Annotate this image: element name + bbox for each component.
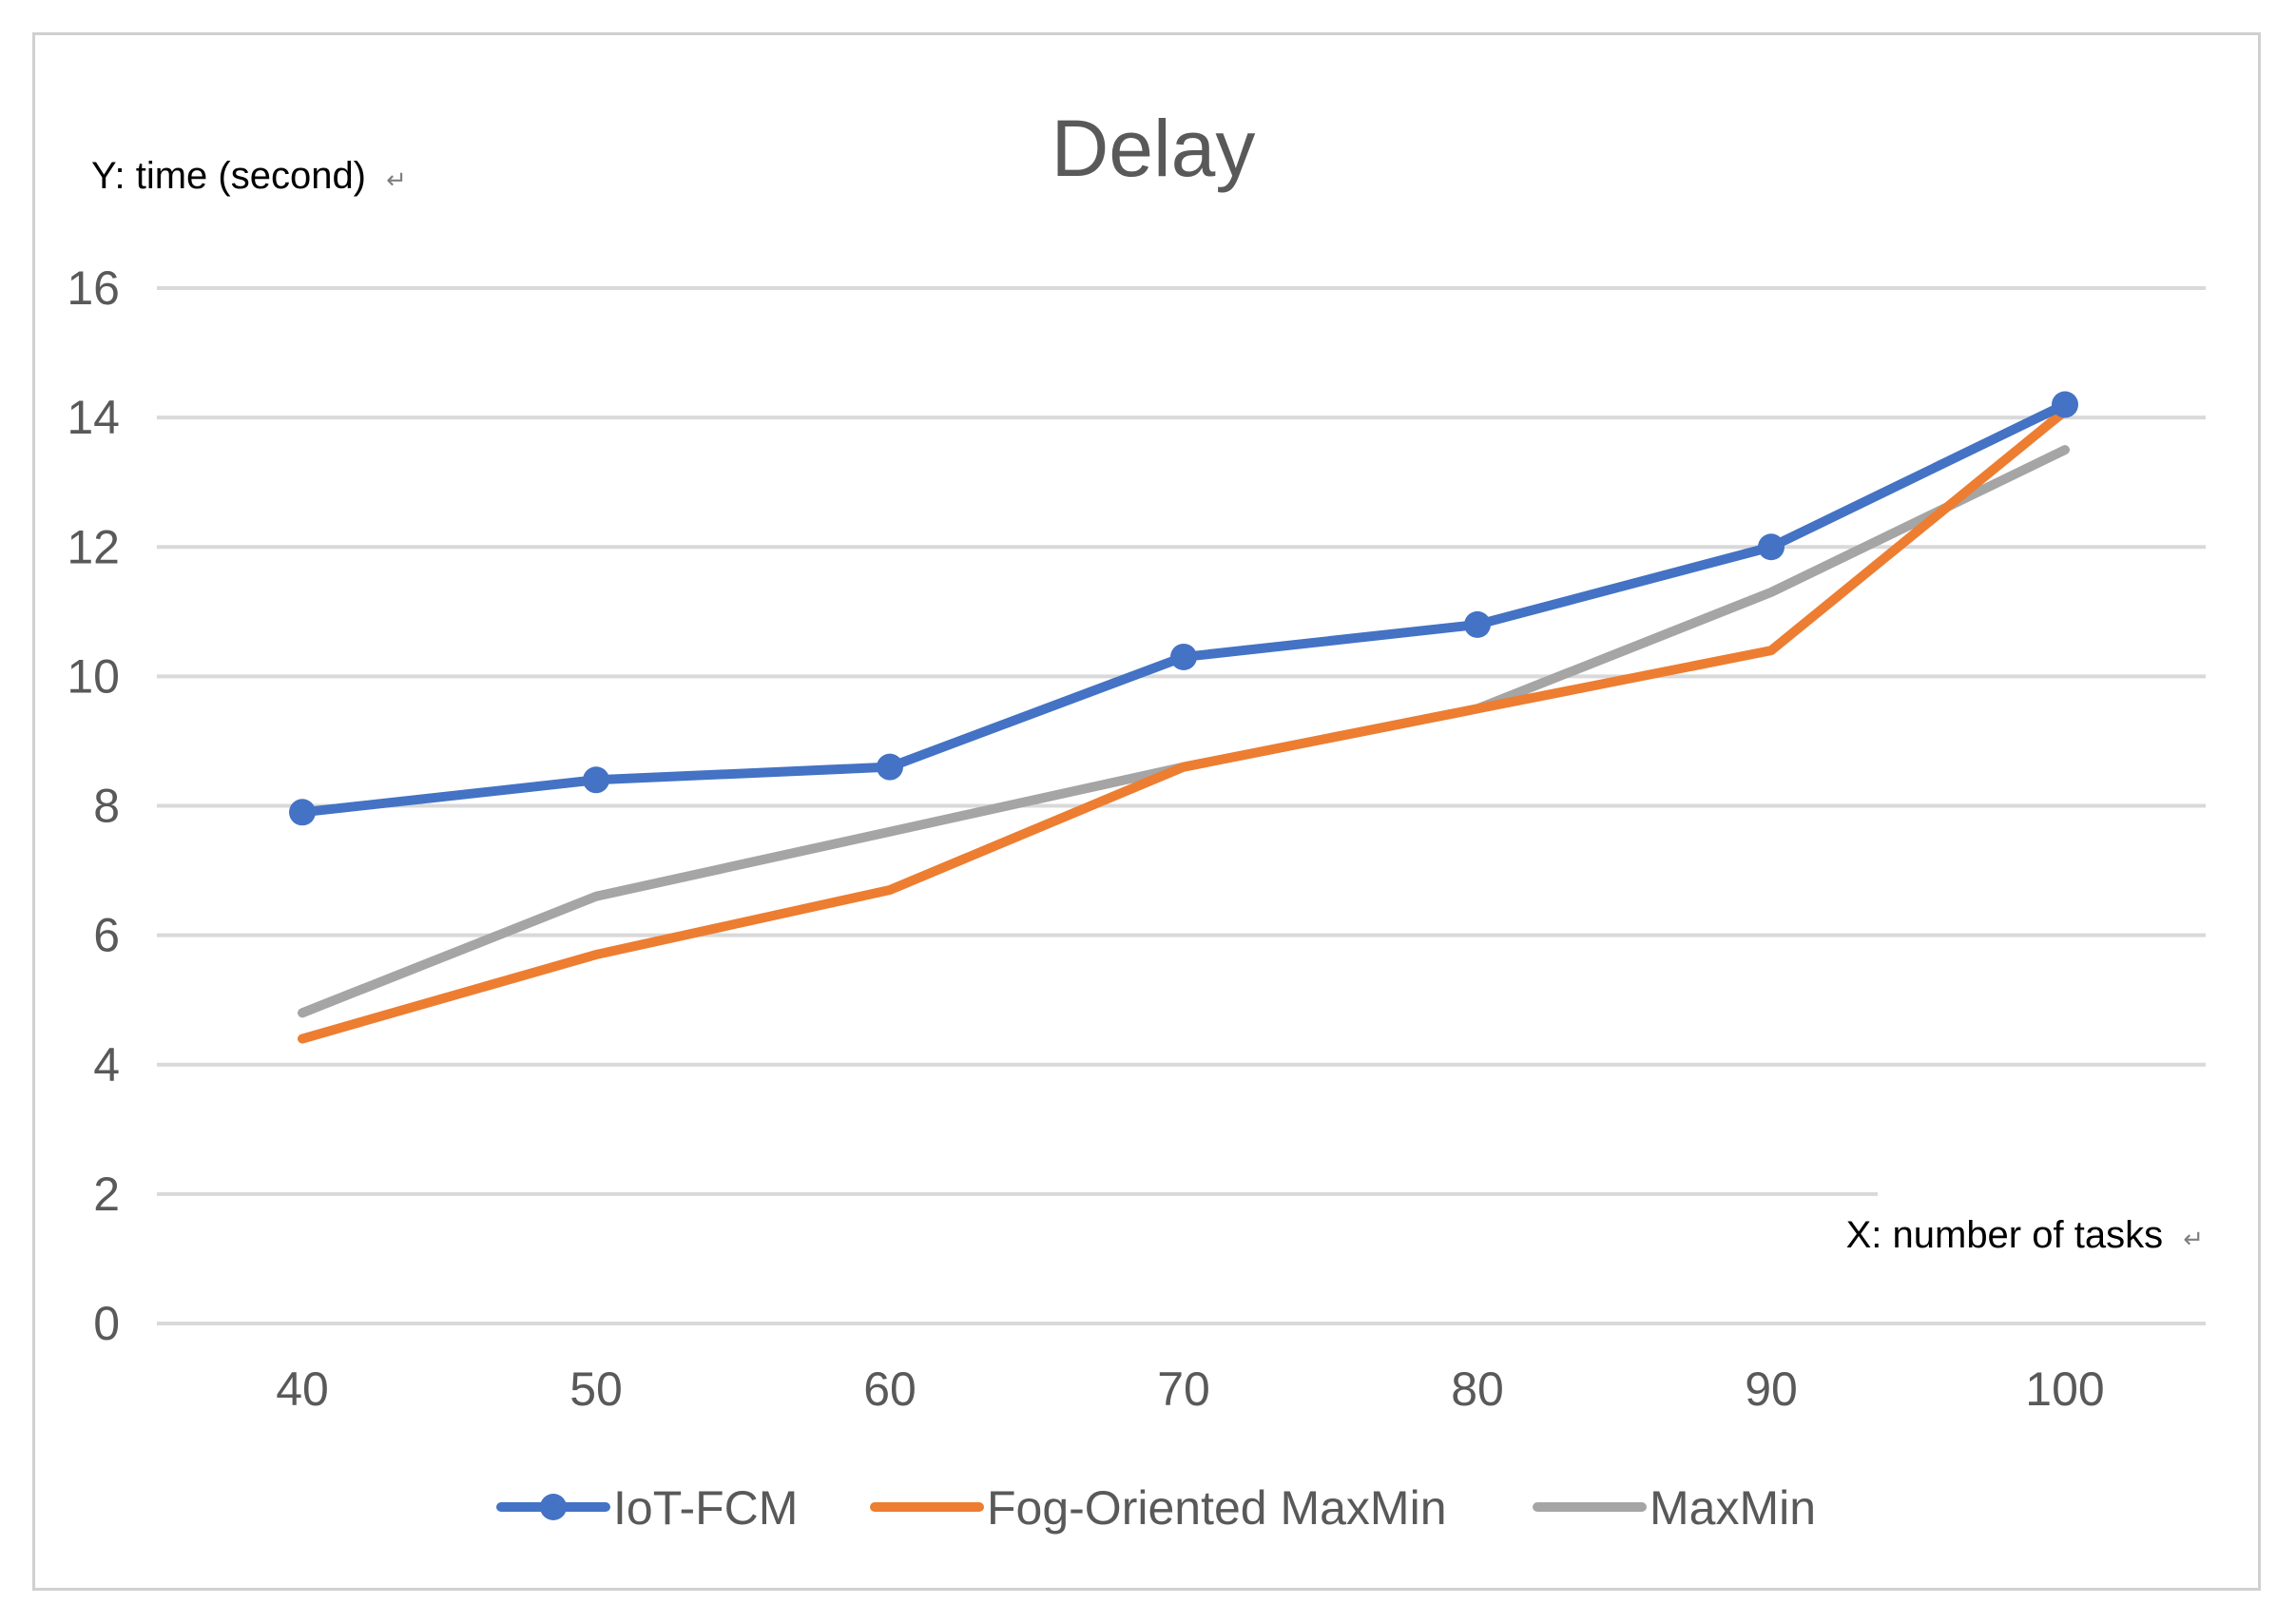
legend-label: Fog-Oriented MaxMin xyxy=(987,1481,1447,1535)
y-tick-label: 2 xyxy=(93,1168,120,1221)
y-tick-label: 0 xyxy=(93,1297,120,1350)
data-point xyxy=(2052,391,2078,418)
chart-frame xyxy=(32,32,2261,1591)
y-tick-label: 14 xyxy=(67,391,120,444)
legend-marker xyxy=(540,1494,567,1520)
y-axis-label-mark: ↵ xyxy=(386,165,407,194)
y-tick-label: 4 xyxy=(93,1038,120,1092)
x-axis-label-mark: ↵ xyxy=(2183,1225,2204,1253)
y-axis-label-text: Y: time (second) xyxy=(91,155,366,197)
series-line-iot-fcm xyxy=(298,399,2070,818)
y-axis-label: Y: time (second) ↵ xyxy=(91,155,407,197)
data-point xyxy=(289,799,316,826)
x-tick-label: 90 xyxy=(1745,1362,1798,1416)
x-tick-label: 60 xyxy=(863,1362,916,1416)
series-iot-fcm xyxy=(289,391,2078,826)
x-tick-label: 100 xyxy=(2025,1362,2104,1416)
legend-label: IoT-FCM xyxy=(613,1481,798,1535)
legend-label: MaxMin xyxy=(1650,1481,1816,1535)
data-point xyxy=(1464,610,1491,638)
data-point xyxy=(877,753,903,781)
series-fog-oriented-maxmin xyxy=(298,406,2070,1044)
x-axis-label-text: X: number of tasks xyxy=(1846,1214,2163,1256)
legend-item-maxmin: MaxMin xyxy=(1533,1481,1816,1535)
y-tick-label: 12 xyxy=(67,520,120,573)
y-tick-label: 16 xyxy=(67,261,120,315)
x-axis-label: X: number of tasks ↵ xyxy=(1846,1214,2204,1256)
data-point xyxy=(1170,643,1197,670)
x-tick-label: 50 xyxy=(569,1362,623,1416)
legend-item-iot-fcm: IoT-FCM xyxy=(496,1481,798,1535)
data-point xyxy=(1758,533,1785,561)
data-point xyxy=(583,766,609,794)
y-tick-label: 6 xyxy=(93,909,120,962)
chart-title: Delay xyxy=(1052,104,1256,193)
y-tick-label: 10 xyxy=(67,649,120,703)
x-tick-label: 80 xyxy=(1451,1362,1504,1416)
x-tick-label: 70 xyxy=(1157,1362,1210,1416)
x-tick-label: 40 xyxy=(276,1362,329,1416)
y-tick-label: 8 xyxy=(93,780,120,833)
series-line-fog-oriented-maxmin xyxy=(298,406,2070,1044)
legend-item-fog-oriented-maxmin: Fog-Oriented MaxMin xyxy=(870,1481,1447,1535)
